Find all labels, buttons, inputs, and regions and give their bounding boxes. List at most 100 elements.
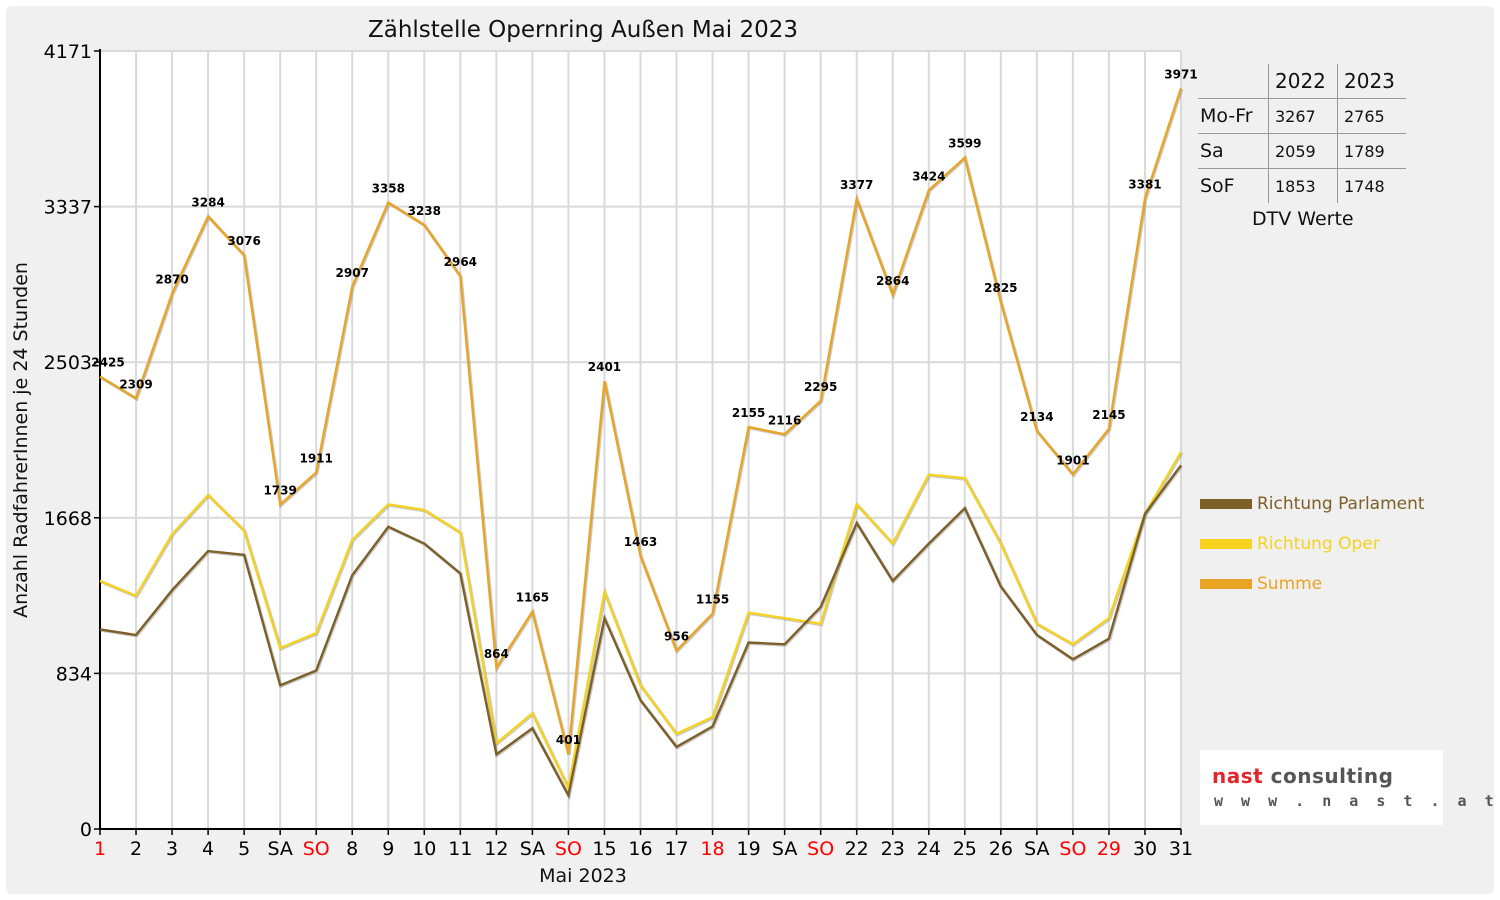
logo-brand-consulting: consulting [1263, 764, 1394, 788]
dtv-header-2023: 2023 [1337, 64, 1406, 99]
data-label: 1463 [624, 535, 657, 549]
legend-label-oper: Richtung Oper [1257, 534, 1380, 554]
data-label: 2309 [119, 377, 152, 391]
y-tick-label: 1668 [44, 508, 92, 530]
dtv-header-2022: 2022 [1268, 64, 1338, 99]
data-label: 2134 [1020, 410, 1053, 424]
legend-label-summe: Summe [1257, 574, 1323, 594]
data-label: 3377 [840, 178, 873, 192]
x-tick-label: 24 [917, 838, 941, 860]
series-line-oper [99, 451, 1183, 792]
data-label: 1901 [1056, 453, 1089, 467]
dtv-value-2022: 2059 [1268, 133, 1338, 169]
x-tick-label: 23 [881, 838, 905, 860]
dtv-table: 2022 2023 Mo-Fr 3267 2765 Sa 2059 1789 S… [1198, 64, 1406, 203]
series-line-summe [99, 87, 1183, 755]
dtv-row-label: SoF [1200, 175, 1235, 197]
data-label: 2401 [588, 360, 621, 374]
dtv-value-2022: 3267 [1268, 98, 1338, 134]
x-tick-label: 11 [448, 838, 472, 860]
data-label: 2825 [984, 281, 1017, 295]
x-tick-label: SA [772, 838, 797, 860]
x-tick-label: SO [555, 838, 582, 860]
y-axis-label: Anzahl RadfahrerInnen je 24 Stunden [10, 262, 32, 618]
data-label: 3599 [948, 137, 981, 151]
dtv-caption: DTV Werte [1252, 208, 1354, 230]
data-label: 2116 [768, 413, 801, 427]
dtv-row: SoF 1853 1748 [1198, 168, 1406, 203]
x-tick-label: SO [807, 838, 834, 860]
x-tick-label: 17 [664, 838, 688, 860]
data-label: 1165 [516, 591, 549, 605]
data-label: 864 [484, 647, 509, 661]
dtv-value-2023: 1748 [1337, 168, 1406, 203]
legend-item-parlament: Richtung Parlament [1200, 494, 1425, 514]
x-tick-label: 3 [166, 838, 178, 860]
data-label: 3424 [912, 169, 945, 183]
legend-item-oper: Richtung Oper [1200, 534, 1380, 554]
legend-swatch-parlament [1200, 499, 1252, 509]
data-label: 956 [664, 630, 689, 644]
data-label: 3284 [191, 195, 224, 209]
logo-brand-nast: nast [1212, 764, 1264, 788]
data-label: 2145 [1092, 408, 1125, 422]
x-tick-label: 1 [94, 838, 106, 860]
x-tick-label: 31 [1169, 838, 1193, 860]
y-tick-label: 4171 [44, 41, 92, 63]
x-axis-label: Mai 2023 [539, 865, 627, 887]
x-tick-label: 9 [382, 838, 394, 860]
chart-title: Zählstelle Opernring Außen Mai 2023 [368, 17, 798, 43]
x-tick-label: 5 [238, 838, 250, 860]
logo-url: w w w . n a s t . a t [1214, 792, 1499, 810]
x-tick-label: 12 [484, 838, 508, 860]
data-label: 2907 [336, 266, 369, 280]
data-label: 3238 [408, 204, 441, 218]
data-label: 1155 [696, 593, 729, 607]
x-tick-label: 30 [1133, 838, 1157, 860]
dtv-row-label: Sa [1198, 133, 1269, 169]
legend-swatch-oper [1200, 539, 1252, 549]
data-label: 3076 [227, 234, 260, 248]
y-tick-label: 2503 [44, 352, 92, 374]
x-tick-label: 22 [845, 838, 869, 860]
legend-swatch-summe [1200, 579, 1252, 589]
y-tick-label: 3337 [44, 197, 92, 219]
data-label: 1739 [263, 484, 296, 498]
x-tick-label: 15 [592, 838, 616, 860]
x-tick-label: 18 [700, 838, 724, 860]
x-tick-label: 8 [346, 838, 358, 860]
x-tick-label: 26 [989, 838, 1013, 860]
nast-consulting-logo: nast consulting w w w . n a s t . a t [1200, 750, 1494, 825]
x-tick-label: SA [520, 838, 545, 860]
data-label: 1911 [299, 452, 332, 466]
data-label: 401 [556, 733, 581, 747]
data-label: 2155 [732, 406, 765, 420]
data-label: 2295 [804, 380, 837, 394]
data-label: 3358 [372, 182, 405, 196]
x-tick-label: 29 [1097, 838, 1121, 860]
data-label: 3971 [1164, 67, 1197, 81]
legend-item-summe: Summe [1200, 574, 1322, 594]
dtv-value-2023: 2765 [1337, 98, 1406, 134]
data-label: 2964 [444, 255, 477, 269]
dtv-header-row: 2022 2023 [1198, 64, 1406, 99]
x-tick-label: SA [267, 838, 292, 860]
x-tick-label: 10 [412, 838, 436, 860]
data-label: 2425 [91, 356, 124, 370]
data-label: 2870 [155, 273, 188, 287]
x-tick-label: 25 [953, 838, 977, 860]
dtv-corner [1198, 64, 1269, 99]
dtv-row: Sa 2059 1789 [1198, 133, 1406, 169]
x-tick-label: SA [1024, 838, 1049, 860]
y-tick-label: 0 [80, 819, 92, 841]
data-label: 3381 [1128, 177, 1161, 191]
x-tick-label: 4 [202, 838, 214, 860]
series-line-parlament [99, 464, 1182, 799]
dtv-row: Mo-Fr 3267 2765 [1198, 98, 1406, 134]
data-label: 2864 [876, 274, 909, 288]
y-tick-label: 834 [56, 663, 92, 685]
dtv-value-2023: 1789 [1337, 133, 1406, 169]
logo-brand: nast consulting [1212, 764, 1393, 788]
dtv-value-2022: 1853 [1268, 168, 1338, 203]
